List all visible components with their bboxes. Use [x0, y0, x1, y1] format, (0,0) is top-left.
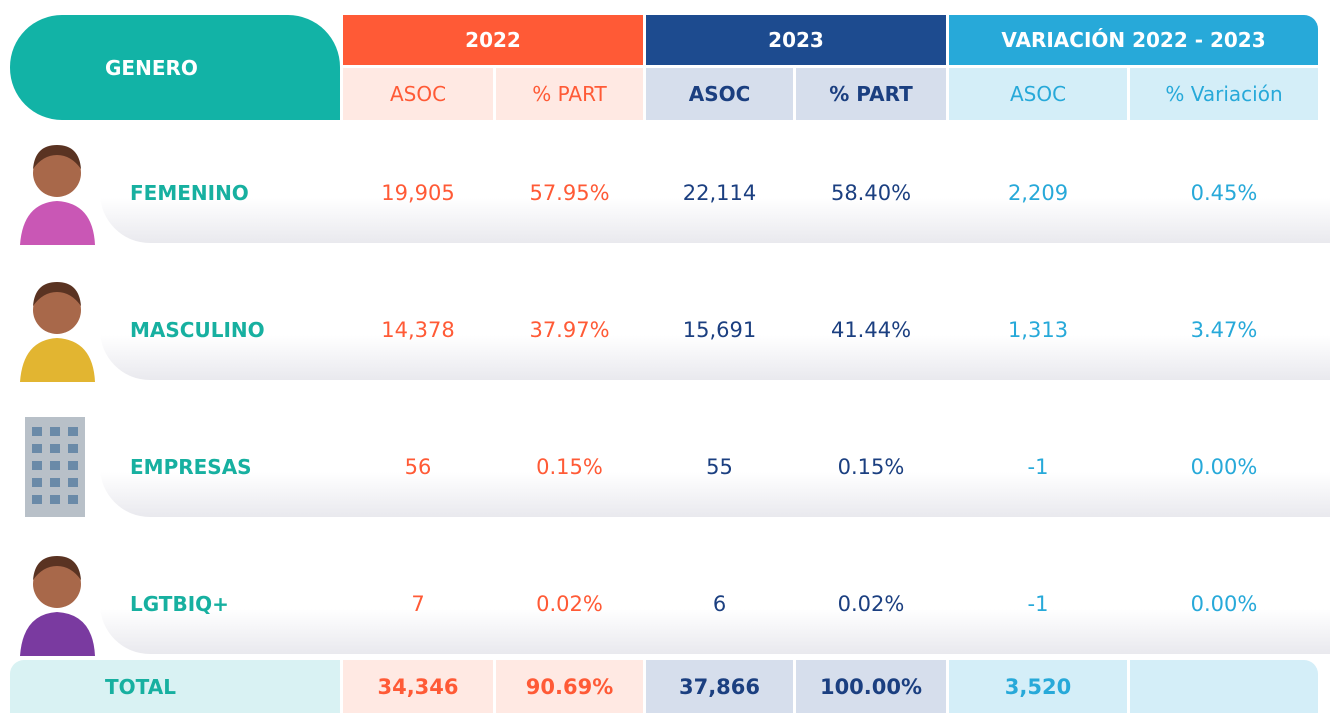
row-cell: 14,378: [381, 318, 455, 342]
row-cell: 58.40%: [830, 181, 912, 205]
row-cell: 19,905: [381, 181, 455, 205]
row-cell: 2,209: [1007, 181, 1069, 205]
row-icon: [15, 133, 100, 245]
row-cell: -1: [1027, 455, 1049, 479]
column-header: ASOC: [343, 68, 493, 120]
group-header: 2022: [343, 15, 643, 65]
row-cell: 0.02%: [837, 592, 905, 616]
row-band: [100, 554, 1330, 654]
column-header: ASOC: [949, 68, 1127, 120]
row-cell: 7: [411, 592, 425, 616]
column-header: ASOC: [646, 68, 793, 120]
column-header: % PART: [496, 68, 643, 120]
row-cell: 56: [404, 455, 432, 479]
row-cell: 55: [706, 455, 733, 479]
total-cell: 37,866: [646, 660, 793, 713]
row-label: EMPRESAS: [130, 455, 252, 479]
group-header: 2023: [646, 15, 946, 65]
row-cell: 0.02%: [536, 592, 603, 616]
total-cell: 100.00%: [796, 660, 946, 713]
row-cell: 41.44%: [830, 318, 912, 342]
row-cell: 3.47%: [1190, 318, 1258, 342]
row-band: [100, 143, 1330, 243]
genero-header: GENERO: [10, 15, 340, 120]
row-cell: 37.97%: [529, 318, 610, 342]
column-header: % Variación: [1130, 68, 1318, 120]
row-label: LGTBIQ+: [130, 592, 229, 616]
row-band: [100, 417, 1330, 517]
row-cell: 57.95%: [529, 181, 610, 205]
total-cell: [1130, 660, 1318, 713]
row-cell: 15,691: [682, 318, 757, 342]
row-icon: [15, 407, 100, 519]
row-cell: 6: [712, 592, 727, 616]
row-cell: 1,313: [1007, 318, 1069, 342]
total-cell: 90.69%: [496, 660, 643, 713]
row-cell: 22,114: [682, 181, 757, 205]
row-label: MASCULINO: [130, 318, 265, 342]
row-cell: -1: [1027, 592, 1049, 616]
row-icon: [15, 270, 100, 382]
row-cell: 0.15%: [837, 455, 905, 479]
column-header: % PART: [796, 68, 946, 120]
row-band: [100, 280, 1330, 380]
group-header: VARIACIÓN 2022 - 2023: [949, 15, 1318, 65]
row-cell: 0.45%: [1190, 181, 1258, 205]
row-cell: 0.00%: [1190, 592, 1258, 616]
total-label: TOTAL: [10, 660, 340, 713]
total-cell: 34,346: [343, 660, 493, 713]
row-cell: 0.00%: [1190, 455, 1258, 479]
row-icon: [15, 544, 100, 656]
row-cell: 0.15%: [536, 455, 603, 479]
total-cell: 3,520: [949, 660, 1127, 713]
row-label: FEMENINO: [130, 181, 249, 205]
